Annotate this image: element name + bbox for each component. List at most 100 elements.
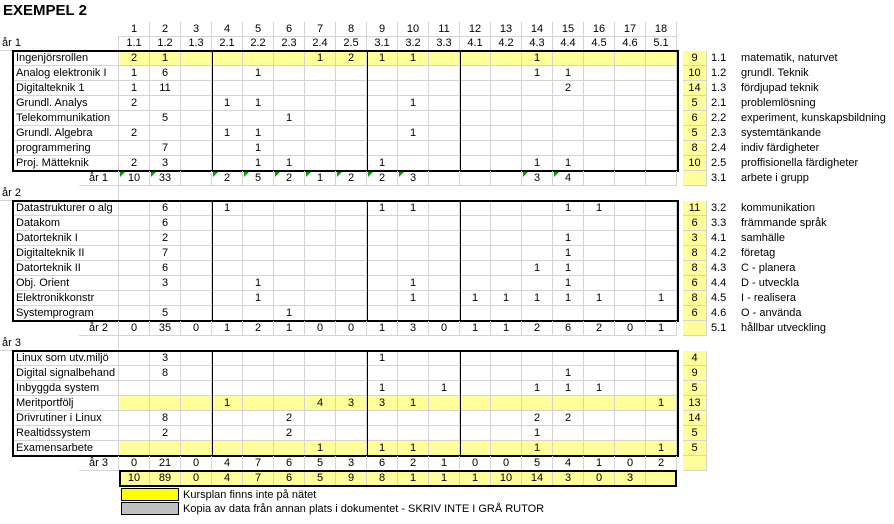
- year-sum-cell[interactable]: 2: [336, 171, 367, 186]
- year-sum-cell[interactable]: 4: [553, 456, 584, 471]
- grand-total-cell[interactable]: 1: [460, 471, 491, 486]
- course-value-cell[interactable]: [584, 396, 615, 411]
- course-value-cell[interactable]: [119, 396, 150, 411]
- course-value-cell[interactable]: [243, 366, 274, 381]
- course-total-cell[interactable]: 11: [683, 201, 707, 216]
- course-value-cell[interactable]: [181, 81, 212, 96]
- course-value-cell[interactable]: [274, 276, 305, 291]
- course-value-cell[interactable]: [615, 216, 646, 231]
- course-value-cell[interactable]: [305, 141, 336, 156]
- course-value-cell[interactable]: [584, 216, 615, 231]
- course-value-cell[interactable]: 3: [150, 156, 181, 171]
- course-value-cell[interactable]: 2: [553, 411, 584, 426]
- course-value-cell[interactable]: [150, 96, 181, 111]
- course-value-cell[interactable]: [150, 396, 181, 411]
- course-value-cell[interactable]: [305, 291, 336, 306]
- course-value-cell[interactable]: 1: [367, 156, 398, 171]
- year-sum-cell[interactable]: [429, 171, 460, 186]
- course-total-cell[interactable]: 6: [683, 276, 707, 291]
- column-code-header[interactable]: 1.1: [119, 36, 150, 51]
- course-value-cell[interactable]: [274, 261, 305, 276]
- sum-row-total-cell[interactable]: [683, 321, 707, 336]
- course-value-cell[interactable]: [460, 276, 491, 291]
- course-value-cell[interactable]: [460, 81, 491, 96]
- course-value-cell[interactable]: [491, 366, 522, 381]
- course-value-cell[interactable]: 8: [150, 411, 181, 426]
- course-value-cell[interactable]: [429, 231, 460, 246]
- course-name-cell[interactable]: Grundl. Analys: [14, 96, 119, 111]
- course-total-cell[interactable]: 5: [683, 381, 707, 396]
- course-value-cell[interactable]: [429, 111, 460, 126]
- column-code-header[interactable]: 4.6: [615, 36, 646, 51]
- course-value-cell[interactable]: 1: [243, 291, 274, 306]
- course-value-cell[interactable]: [243, 411, 274, 426]
- course-value-cell[interactable]: [429, 246, 460, 261]
- course-value-cell[interactable]: 1: [522, 441, 553, 456]
- course-total-cell[interactable]: 4: [683, 351, 707, 366]
- course-value-cell[interactable]: 1: [522, 426, 553, 441]
- course-value-cell[interactable]: 6: [150, 201, 181, 216]
- course-value-cell[interactable]: [367, 126, 398, 141]
- course-value-cell[interactable]: [119, 351, 150, 366]
- course-value-cell[interactable]: [615, 231, 646, 246]
- course-value-cell[interactable]: [615, 411, 646, 426]
- course-value-cell[interactable]: [305, 366, 336, 381]
- course-value-cell[interactable]: 1: [243, 276, 274, 291]
- course-value-cell[interactable]: [119, 366, 150, 381]
- course-value-cell[interactable]: [181, 246, 212, 261]
- course-value-cell[interactable]: [305, 246, 336, 261]
- course-value-cell[interactable]: [305, 381, 336, 396]
- course-total-cell[interactable]: 8: [683, 261, 707, 276]
- course-value-cell[interactable]: [646, 306, 677, 321]
- grand-total-cell[interactable]: 0: [584, 471, 615, 486]
- course-value-cell[interactable]: [336, 291, 367, 306]
- course-value-cell[interactable]: [615, 441, 646, 456]
- course-value-cell[interactable]: 1: [150, 51, 181, 66]
- goal-description[interactable]: O - använda: [741, 307, 802, 319]
- course-value-cell[interactable]: [212, 111, 243, 126]
- course-value-cell[interactable]: [398, 231, 429, 246]
- course-value-cell[interactable]: [181, 276, 212, 291]
- course-value-cell[interactable]: [243, 81, 274, 96]
- column-number-header[interactable]: 4: [212, 22, 243, 37]
- goal-description[interactable]: systemtänkande: [741, 127, 822, 139]
- course-value-cell[interactable]: [274, 51, 305, 66]
- course-value-cell[interactable]: [336, 381, 367, 396]
- course-value-cell[interactable]: [398, 66, 429, 81]
- course-name-cell[interactable]: Realtidssystem: [14, 426, 119, 441]
- course-value-cell[interactable]: [336, 216, 367, 231]
- course-value-cell[interactable]: [429, 411, 460, 426]
- course-value-cell[interactable]: [181, 381, 212, 396]
- goal-description[interactable]: proffisionella färdigheter: [741, 157, 859, 169]
- course-value-cell[interactable]: [212, 141, 243, 156]
- course-name-cell[interactable]: Linux som utv.miljö: [14, 351, 119, 366]
- year-sum-cell[interactable]: 0: [119, 321, 150, 336]
- course-value-cell[interactable]: [181, 111, 212, 126]
- course-name-cell[interactable]: Systemprogram: [14, 306, 119, 321]
- course-value-cell[interactable]: [181, 231, 212, 246]
- year-sum-cell[interactable]: 1: [491, 321, 522, 336]
- course-value-cell[interactable]: [429, 201, 460, 216]
- course-value-cell[interactable]: 1: [367, 441, 398, 456]
- course-value-cell[interactable]: [615, 291, 646, 306]
- course-value-cell[interactable]: [274, 366, 305, 381]
- course-value-cell[interactable]: [491, 276, 522, 291]
- course-value-cell[interactable]: [646, 231, 677, 246]
- column-code-header[interactable]: 1.2: [150, 36, 181, 51]
- course-value-cell[interactable]: [274, 351, 305, 366]
- course-value-cell[interactable]: [181, 306, 212, 321]
- course-value-cell[interactable]: [336, 441, 367, 456]
- course-value-cell[interactable]: [274, 231, 305, 246]
- course-value-cell[interactable]: 2: [553, 81, 584, 96]
- course-value-cell[interactable]: [398, 366, 429, 381]
- year-sum-cell[interactable]: 2: [522, 321, 553, 336]
- course-value-cell[interactable]: 1: [522, 381, 553, 396]
- year-sum-cell[interactable]: 0: [460, 456, 491, 471]
- year-sum-label[interactable]: år 3: [79, 456, 119, 471]
- grand-total-cell[interactable]: 9: [336, 471, 367, 486]
- goal-description[interactable]: samhälle: [741, 232, 786, 244]
- course-total-cell[interactable]: 13: [683, 396, 707, 411]
- course-value-cell[interactable]: [305, 201, 336, 216]
- course-value-cell[interactable]: [429, 306, 460, 321]
- course-value-cell[interactable]: [243, 111, 274, 126]
